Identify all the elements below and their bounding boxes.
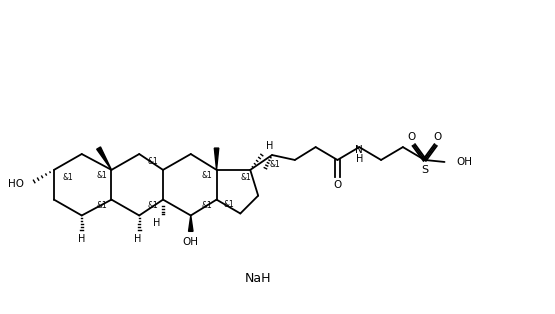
Text: &1: &1 <box>148 157 159 166</box>
Text: &1: &1 <box>201 201 212 210</box>
Text: S: S <box>421 165 428 175</box>
Text: H: H <box>153 219 161 228</box>
Text: &1: &1 <box>223 200 234 209</box>
Polygon shape <box>189 215 193 231</box>
Polygon shape <box>214 148 219 170</box>
Text: &1: &1 <box>96 171 107 180</box>
Text: NaH: NaH <box>245 273 271 285</box>
Text: O: O <box>334 180 341 190</box>
Text: O: O <box>408 132 416 142</box>
Polygon shape <box>97 147 112 170</box>
Text: OH: OH <box>456 157 472 167</box>
Text: OH: OH <box>183 237 199 247</box>
Text: HO: HO <box>8 179 24 189</box>
Text: &1: &1 <box>63 173 73 182</box>
Text: O: O <box>433 132 442 142</box>
Text: H: H <box>78 234 85 244</box>
Text: &1: &1 <box>201 171 212 180</box>
Text: &1: &1 <box>241 173 251 182</box>
Text: &1: &1 <box>96 201 107 210</box>
Text: &1: &1 <box>270 160 280 170</box>
Text: H: H <box>134 234 141 244</box>
Text: H: H <box>356 154 363 164</box>
Text: N: N <box>355 145 363 155</box>
Text: &1: &1 <box>148 201 159 210</box>
Text: H: H <box>266 141 274 151</box>
